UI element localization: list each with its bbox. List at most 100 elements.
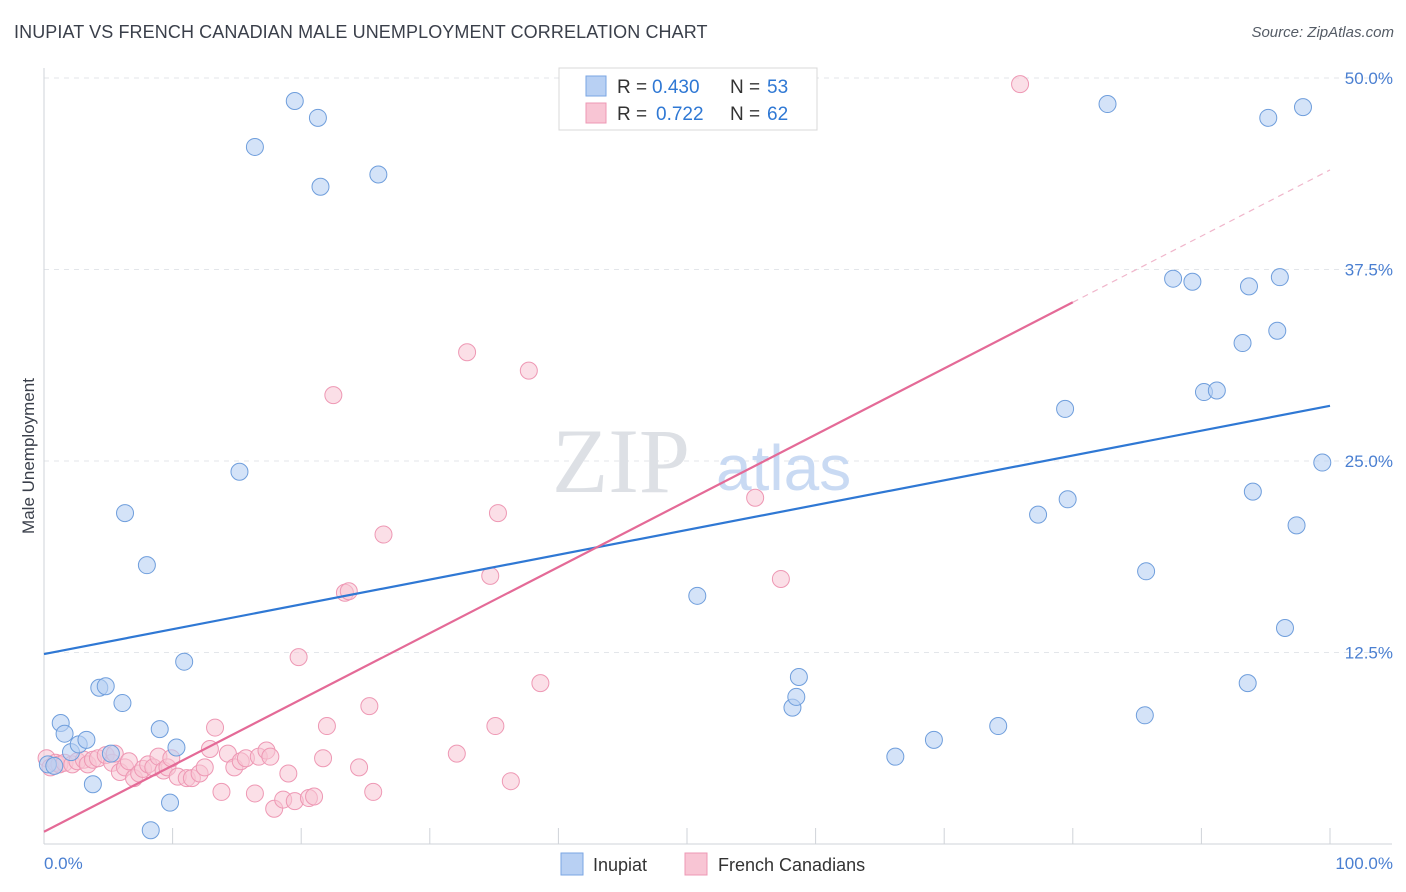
data-point-french-canadians xyxy=(488,504,507,523)
data-point-inupiat xyxy=(116,504,135,523)
data-point-french-canadians xyxy=(314,749,333,768)
data-point-inupiat xyxy=(167,738,186,757)
data-point-french-canadians xyxy=(501,772,520,791)
data-point-french-canadians xyxy=(519,361,538,380)
legend-n-value-1: 53 xyxy=(767,77,788,98)
data-point-french-canadians xyxy=(771,569,790,588)
y-tick-label: 25.0% xyxy=(1345,452,1393,471)
x-tick-label-max: 100.0% xyxy=(1335,854,1393,873)
source-label: Source: ZipAtlas.com xyxy=(1251,24,1394,41)
data-point-inupiat xyxy=(1098,95,1117,114)
data-point-inupiat xyxy=(1259,108,1278,127)
bottom-legend-swatch-french xyxy=(684,852,708,876)
data-point-french-canadians xyxy=(206,718,225,737)
data-point-french-canadians xyxy=(350,758,369,777)
data-point-inupiat xyxy=(886,747,905,766)
data-point-inupiat xyxy=(1164,269,1183,288)
data-point-inupiat xyxy=(137,556,156,575)
data-point-inupiat xyxy=(1270,268,1289,287)
data-point-inupiat xyxy=(1029,505,1048,524)
data-point-inupiat xyxy=(141,821,160,840)
data-point-inupiat xyxy=(688,586,707,605)
data-point-inupiat xyxy=(175,652,194,671)
data-point-inupiat xyxy=(1287,516,1306,535)
data-point-french-canadians xyxy=(305,787,324,806)
y-tick-labels: 12.5% 25.0% 37.5% 50.0% xyxy=(1345,69,1393,663)
data-point-french-canadians xyxy=(531,674,550,693)
data-point-inupiat xyxy=(1243,482,1262,501)
data-point-french-canadians xyxy=(245,784,264,803)
data-point-inupiat xyxy=(150,720,169,739)
trend-line-french-canadians xyxy=(43,301,1074,833)
data-point-french-canadians xyxy=(374,525,393,544)
y-tick-label: 50.0% xyxy=(1345,69,1393,88)
data-point-inupiat xyxy=(1313,453,1332,472)
trend-line-french-canadians-extension xyxy=(1072,169,1331,303)
trend-lines xyxy=(43,169,1331,833)
data-point-inupiat xyxy=(789,668,808,687)
data-point-inupiat xyxy=(787,687,806,706)
data-point-inupiat xyxy=(1135,706,1154,725)
legend-n-value-2: 62 xyxy=(767,104,788,125)
bottom-legend-label-inupiat: Inupiat xyxy=(593,855,647,875)
data-point-french-canadians xyxy=(324,386,343,405)
data-point-french-canadians xyxy=(317,717,336,736)
data-point-inupiat xyxy=(311,177,330,196)
x-tick-label-min: 0.0% xyxy=(44,854,83,873)
data-point-inupiat xyxy=(96,677,115,696)
x-tick-marks xyxy=(172,828,1331,844)
series-legend: Inupiat French Canadians xyxy=(560,852,865,876)
data-point-inupiat xyxy=(83,775,102,794)
watermark-zip: ZIP xyxy=(552,410,690,512)
y-axis-label: Male Unemployment xyxy=(19,378,38,534)
legend-r-value-2: 0.722 xyxy=(656,104,704,125)
data-point-inupiat xyxy=(1275,618,1294,637)
data-point-inupiat xyxy=(989,717,1008,736)
data-point-inupiat xyxy=(1207,381,1226,400)
grid-lines xyxy=(43,68,1392,845)
data-point-inupiat xyxy=(1293,98,1312,117)
data-point-inupiat xyxy=(1058,490,1077,509)
data-point-inupiat xyxy=(924,730,943,749)
legend-n-label-1: N = xyxy=(730,77,760,98)
data-point-inupiat xyxy=(1233,334,1252,353)
bottom-legend-swatch-inupiat xyxy=(560,852,584,876)
data-point-french-canadians xyxy=(447,744,466,763)
data-point-french-canadians xyxy=(289,648,308,667)
data-point-french-canadians xyxy=(360,697,379,716)
legend-r-label-1: R = xyxy=(617,77,647,98)
data-point-inupiat xyxy=(45,756,64,775)
legend-swatch-inupiat xyxy=(585,75,607,97)
legend-n-label-2: N = xyxy=(730,104,760,125)
points-french-canadians xyxy=(37,75,1030,818)
data-point-french-canadians xyxy=(119,752,138,771)
watermark-atlas: atlas xyxy=(716,432,851,504)
trend-line-inupiat xyxy=(43,404,1331,656)
data-point-french-canadians xyxy=(486,717,505,736)
data-point-french-canadians xyxy=(195,758,214,777)
points-inupiat xyxy=(38,91,1332,840)
data-point-inupiat xyxy=(245,137,264,156)
bottom-legend-label-french: French Canadians xyxy=(718,855,865,875)
data-point-french-canadians xyxy=(261,747,280,766)
y-tick-label: 12.5% xyxy=(1345,644,1393,663)
data-point-inupiat xyxy=(55,724,74,743)
data-point-inupiat xyxy=(77,730,96,749)
correlation-legend: R = 0.430 N = 53 R = 0.722 N = 62 xyxy=(558,67,818,131)
data-point-inupiat xyxy=(1239,277,1258,296)
data-point-french-canadians xyxy=(458,343,477,362)
data-point-inupiat xyxy=(161,793,180,812)
data-point-inupiat xyxy=(101,744,120,763)
data-point-french-canadians xyxy=(279,764,298,783)
data-point-inupiat xyxy=(1268,321,1287,340)
data-point-inupiat xyxy=(230,462,249,481)
data-point-french-canadians xyxy=(1011,75,1030,94)
data-point-inupiat xyxy=(1137,562,1156,581)
data-point-inupiat xyxy=(113,694,132,713)
data-point-inupiat xyxy=(1238,674,1257,693)
legend-r-label-2: R = xyxy=(617,104,647,125)
data-point-inupiat xyxy=(308,108,327,127)
data-point-french-canadians xyxy=(364,782,383,801)
legend-swatch-french xyxy=(585,102,607,124)
